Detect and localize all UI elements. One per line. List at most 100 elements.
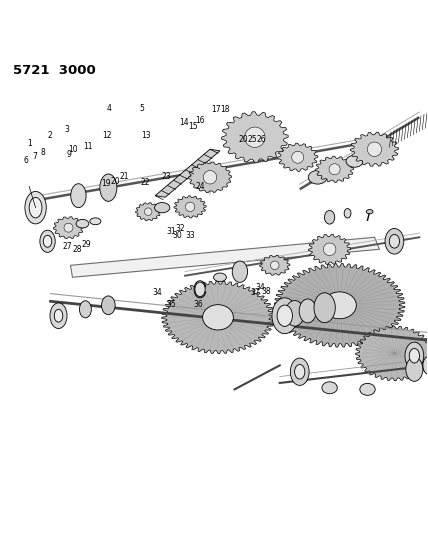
Circle shape bbox=[292, 151, 304, 163]
Ellipse shape bbox=[54, 309, 63, 322]
Text: 15: 15 bbox=[188, 122, 197, 131]
Ellipse shape bbox=[90, 218, 101, 225]
Text: 20: 20 bbox=[238, 135, 248, 144]
Polygon shape bbox=[155, 149, 220, 197]
Ellipse shape bbox=[406, 358, 423, 381]
Ellipse shape bbox=[389, 235, 399, 248]
Ellipse shape bbox=[71, 184, 86, 208]
Polygon shape bbox=[274, 263, 405, 347]
Circle shape bbox=[64, 223, 73, 232]
Ellipse shape bbox=[385, 229, 404, 254]
Text: 11: 11 bbox=[83, 142, 93, 151]
Text: 30: 30 bbox=[173, 231, 183, 240]
Polygon shape bbox=[356, 326, 428, 381]
Text: 8: 8 bbox=[40, 148, 45, 157]
Circle shape bbox=[203, 171, 217, 184]
Polygon shape bbox=[54, 217, 83, 239]
Ellipse shape bbox=[277, 305, 292, 326]
Text: 24: 24 bbox=[196, 182, 205, 191]
Ellipse shape bbox=[195, 282, 205, 296]
Ellipse shape bbox=[232, 261, 247, 282]
Ellipse shape bbox=[294, 365, 305, 379]
Text: 28: 28 bbox=[73, 245, 82, 254]
Text: 17: 17 bbox=[211, 105, 221, 114]
Circle shape bbox=[367, 142, 382, 156]
Ellipse shape bbox=[324, 211, 335, 224]
Text: 19: 19 bbox=[102, 179, 111, 188]
Text: 29: 29 bbox=[81, 240, 91, 249]
Circle shape bbox=[323, 243, 336, 255]
Text: 26: 26 bbox=[256, 135, 266, 144]
Text: 21: 21 bbox=[120, 172, 129, 181]
Polygon shape bbox=[350, 132, 398, 166]
Text: 33: 33 bbox=[186, 231, 196, 240]
Ellipse shape bbox=[360, 383, 375, 395]
Text: 22: 22 bbox=[141, 177, 151, 187]
Ellipse shape bbox=[80, 301, 92, 318]
Ellipse shape bbox=[29, 197, 42, 218]
Text: 1: 1 bbox=[27, 139, 32, 148]
Ellipse shape bbox=[308, 171, 327, 184]
Polygon shape bbox=[278, 143, 318, 171]
Polygon shape bbox=[71, 237, 380, 277]
Ellipse shape bbox=[202, 305, 233, 330]
Ellipse shape bbox=[43, 235, 52, 247]
Text: 36: 36 bbox=[193, 300, 203, 309]
Text: 38: 38 bbox=[261, 287, 271, 296]
Ellipse shape bbox=[285, 301, 304, 326]
Text: 13: 13 bbox=[141, 131, 151, 140]
Text: 34: 34 bbox=[153, 288, 163, 296]
Ellipse shape bbox=[25, 191, 46, 224]
Text: 23: 23 bbox=[161, 172, 171, 181]
Text: 25: 25 bbox=[247, 135, 257, 144]
Text: 6: 6 bbox=[23, 156, 28, 165]
Text: 7: 7 bbox=[33, 152, 37, 161]
Text: 37: 37 bbox=[250, 288, 260, 297]
Ellipse shape bbox=[322, 382, 337, 394]
Ellipse shape bbox=[409, 349, 419, 363]
Ellipse shape bbox=[344, 208, 351, 218]
Polygon shape bbox=[136, 203, 161, 221]
Ellipse shape bbox=[405, 342, 424, 369]
Text: 16: 16 bbox=[196, 116, 205, 125]
Text: 10: 10 bbox=[68, 144, 78, 154]
Ellipse shape bbox=[155, 203, 170, 213]
Text: 31: 31 bbox=[166, 227, 176, 236]
Text: 18: 18 bbox=[220, 105, 229, 114]
Text: 12: 12 bbox=[103, 131, 112, 140]
Ellipse shape bbox=[76, 220, 89, 228]
Ellipse shape bbox=[50, 303, 67, 328]
Ellipse shape bbox=[290, 358, 309, 385]
Text: 32: 32 bbox=[175, 224, 185, 233]
Circle shape bbox=[329, 164, 340, 175]
Text: 9: 9 bbox=[66, 150, 71, 159]
Text: 34: 34 bbox=[255, 284, 265, 292]
Polygon shape bbox=[162, 281, 274, 353]
Ellipse shape bbox=[423, 356, 428, 375]
Polygon shape bbox=[315, 156, 354, 182]
Polygon shape bbox=[309, 234, 351, 264]
Text: 20: 20 bbox=[110, 176, 120, 185]
Text: 3: 3 bbox=[64, 125, 69, 134]
Ellipse shape bbox=[323, 292, 357, 319]
Polygon shape bbox=[222, 112, 288, 163]
Circle shape bbox=[245, 127, 265, 148]
Text: 2: 2 bbox=[48, 131, 52, 140]
Text: 4: 4 bbox=[107, 104, 112, 113]
Ellipse shape bbox=[346, 155, 363, 167]
Polygon shape bbox=[260, 255, 290, 276]
Circle shape bbox=[145, 208, 152, 215]
Ellipse shape bbox=[314, 293, 335, 322]
Ellipse shape bbox=[214, 273, 226, 281]
Text: 35: 35 bbox=[166, 300, 176, 309]
Ellipse shape bbox=[100, 174, 117, 201]
Text: 5: 5 bbox=[139, 104, 144, 113]
Text: 5721  3000: 5721 3000 bbox=[14, 64, 96, 77]
Ellipse shape bbox=[272, 298, 297, 334]
Ellipse shape bbox=[366, 209, 373, 214]
Ellipse shape bbox=[40, 230, 55, 253]
Circle shape bbox=[185, 202, 195, 212]
Ellipse shape bbox=[299, 299, 316, 323]
Polygon shape bbox=[188, 162, 232, 192]
Text: 27: 27 bbox=[62, 241, 71, 251]
